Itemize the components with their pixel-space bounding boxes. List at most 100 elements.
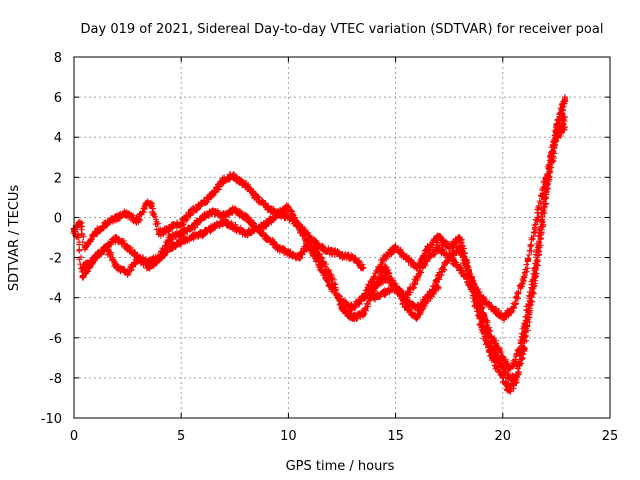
data-point xyxy=(424,254,431,261)
data-point xyxy=(229,172,236,179)
data-point xyxy=(124,244,131,251)
data-point xyxy=(167,224,174,231)
y-tick-label: 8 xyxy=(54,51,62,66)
data-point xyxy=(381,254,388,261)
y-tick-label: -6 xyxy=(49,332,62,347)
data-point xyxy=(435,244,442,251)
data-point xyxy=(92,254,99,261)
data-point xyxy=(414,274,421,281)
data-point xyxy=(253,226,260,233)
data-point xyxy=(456,264,463,271)
data-point xyxy=(103,244,110,251)
data-point xyxy=(499,314,506,321)
data-point xyxy=(285,204,292,211)
data-point xyxy=(360,310,367,317)
data-point xyxy=(506,386,513,393)
data-point xyxy=(531,274,538,281)
data-point xyxy=(79,264,86,271)
data-point xyxy=(489,334,496,341)
x-axis-label: GPS time / hours xyxy=(286,459,395,474)
data-point xyxy=(328,284,335,291)
y-tick-label: 6 xyxy=(54,91,62,106)
data-point xyxy=(263,220,270,227)
x-tick-label: 0 xyxy=(70,429,78,444)
plot-frame xyxy=(73,56,611,419)
data-point xyxy=(296,254,303,261)
data-point xyxy=(456,234,463,241)
data-point xyxy=(199,214,206,221)
data-point xyxy=(79,274,86,281)
data-point xyxy=(506,374,513,381)
data-point xyxy=(553,134,560,141)
data-point xyxy=(124,270,131,277)
data-point xyxy=(446,254,453,261)
data-point xyxy=(167,244,174,251)
series-6 xyxy=(370,113,568,395)
data-point xyxy=(506,364,513,371)
data-point xyxy=(81,244,88,251)
data-point xyxy=(403,294,410,301)
data-point xyxy=(274,244,281,251)
data-point xyxy=(521,344,528,351)
data-point xyxy=(435,234,442,241)
data-point xyxy=(92,230,99,237)
data-point xyxy=(446,244,453,251)
data-point xyxy=(512,378,519,385)
data-point xyxy=(156,230,163,237)
data-point xyxy=(178,220,185,227)
data-point xyxy=(403,254,410,261)
data-point xyxy=(285,250,292,257)
data-point xyxy=(306,244,313,251)
data-point xyxy=(542,174,549,181)
data-point xyxy=(392,244,399,251)
data-point xyxy=(424,294,431,301)
axis-ticks: 0 5 10 15 20 25 -10 -8 -6 -4 -2 0 2 4 6 8 xyxy=(41,51,619,444)
data-point xyxy=(199,200,206,207)
data-point xyxy=(178,230,185,237)
y-axis-label: SDTVAR / TECUs xyxy=(7,185,22,292)
data-point xyxy=(499,374,506,381)
data-point xyxy=(188,208,195,215)
data-point xyxy=(113,264,120,271)
data-point xyxy=(263,234,270,241)
y-tick-label: -2 xyxy=(49,252,62,267)
x-tick-label: 20 xyxy=(495,429,512,444)
data-point xyxy=(188,224,195,231)
data-point xyxy=(231,224,238,231)
data-point xyxy=(403,304,410,311)
data-point xyxy=(349,304,356,311)
data-point xyxy=(263,204,270,211)
data-point xyxy=(156,254,163,261)
data-point xyxy=(328,248,335,255)
data-point xyxy=(521,274,528,281)
data-point xyxy=(561,98,568,105)
data-point xyxy=(392,284,399,291)
data-point xyxy=(77,220,84,227)
data-point xyxy=(253,194,260,201)
chart-title: Day 019 of 2021, Sidereal Day-to-day VTE… xyxy=(81,22,604,37)
data-point xyxy=(122,210,129,217)
data-point xyxy=(231,206,238,213)
data-point xyxy=(553,124,560,131)
data-point xyxy=(188,234,195,241)
series-7 xyxy=(456,123,568,323)
data-point xyxy=(499,354,506,361)
data-point xyxy=(221,176,228,183)
x-tick-label: 5 xyxy=(177,429,185,444)
data-point xyxy=(199,230,206,237)
data-point xyxy=(489,304,496,311)
data-point xyxy=(210,208,217,215)
data-point xyxy=(296,224,303,231)
data-point xyxy=(242,214,249,221)
data-point xyxy=(210,190,217,197)
x-tick-label: 25 xyxy=(602,429,619,444)
y-tick-label: 2 xyxy=(54,171,62,186)
data-point xyxy=(103,220,110,227)
data-point xyxy=(349,314,356,321)
data-series xyxy=(70,94,569,395)
data-point xyxy=(360,294,367,301)
data-point xyxy=(221,218,228,225)
data-point xyxy=(339,298,345,305)
